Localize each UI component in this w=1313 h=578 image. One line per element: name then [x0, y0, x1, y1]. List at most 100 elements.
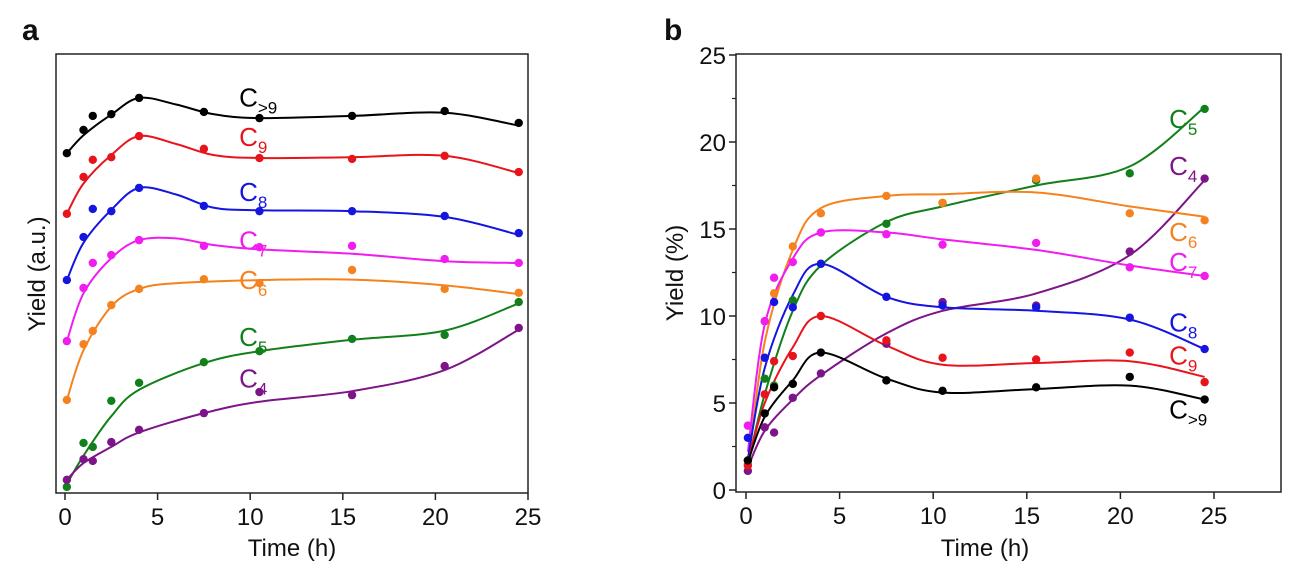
data-point-c8: [88, 204, 97, 214]
data-point-c9: [788, 351, 797, 361]
data-point-c8: [134, 183, 144, 193]
data-point-c4: [255, 387, 264, 397]
data-point-c5: [347, 334, 357, 344]
data-point-c8: [760, 353, 769, 362]
data-point-cgt9: [514, 118, 523, 128]
y-tick-label: 0: [713, 478, 726, 505]
data-point-c9: [107, 152, 116, 162]
data-point-c9: [514, 167, 523, 177]
data-point-c8: [1125, 313, 1134, 322]
data-point-cgt9: [79, 125, 88, 135]
data-point-c4: [816, 369, 826, 378]
data-point-c9: [769, 357, 779, 366]
data-point-c5: [199, 357, 209, 367]
data-point-c7: [1125, 263, 1134, 272]
data-point-c5: [514, 297, 523, 307]
x-tick-label: 5: [151, 504, 164, 531]
data-point-c7: [62, 336, 72, 346]
data-point-c7: [255, 242, 264, 252]
data-point-c4: [134, 425, 144, 434]
series-label-c4: C4: [1169, 151, 1197, 186]
data-point-c7: [107, 250, 116, 260]
data-point-c7: [88, 258, 97, 268]
data-point-c4: [760, 423, 769, 432]
data-point-c6: [440, 284, 449, 294]
data-point-c8: [816, 259, 826, 268]
data-point-c5: [882, 219, 891, 228]
fit-curve-c4: [66, 328, 520, 481]
fit-curve-c5: [66, 302, 520, 485]
plot-frame-a: [55, 53, 529, 494]
x-tick-label: 25: [1201, 503, 1228, 530]
data-point-cgt9: [769, 383, 779, 392]
x-tick-label: 10: [920, 503, 947, 530]
x-axis-title-b: Time (h): [941, 535, 1029, 562]
x-tick-label: 20: [422, 504, 449, 531]
data-point-cgt9: [816, 348, 826, 357]
data-point-c4: [347, 390, 357, 400]
y-tick-label: 5: [713, 391, 726, 418]
data-point-c9: [1200, 377, 1209, 387]
data-point-c6: [88, 326, 97, 336]
data-point-c9: [760, 390, 769, 399]
data-point-c4: [88, 456, 97, 466]
x-axis-title-a: Time (h): [248, 535, 336, 562]
series-label-cgt9: C>9: [1169, 395, 1207, 430]
data-point-c9: [1125, 348, 1134, 357]
panel-letter-a: a: [22, 14, 39, 47]
data-point-cgt9: [788, 379, 797, 389]
curves-a: [65, 96, 520, 485]
data-point-c8: [255, 206, 264, 216]
series-label-c8: C8: [239, 177, 267, 212]
data-point-c7: [1200, 271, 1209, 281]
data-point-cgt9: [1031, 383, 1041, 392]
data-point-c8: [788, 303, 797, 312]
data-point-cgt9: [743, 456, 753, 465]
x-tick-label: 10: [237, 504, 264, 531]
data-point-c4: [62, 475, 72, 485]
data-point-c8: [62, 275, 72, 285]
data-point-cgt9: [347, 111, 357, 121]
data-point-c7: [788, 257, 797, 267]
data-point-c9: [62, 209, 72, 218]
series-label-c4: C4: [239, 364, 267, 399]
panel-a: a 0 5 10 15 20 25 C>9 C9 C8 C7 C6 C5 C4 Time (h) Yi…: [22, 14, 541, 562]
data-point-c7: [882, 230, 891, 239]
fit-curve-cgt9: [66, 96, 519, 154]
data-point-cgt9: [199, 107, 209, 117]
data-point-c9: [347, 154, 357, 164]
data-point-c5: [1125, 169, 1134, 178]
data-point-c9: [816, 311, 826, 321]
fit-curve-c9: [66, 134, 519, 215]
y-tick-label: 20: [699, 130, 726, 157]
data-point-c6: [79, 339, 88, 349]
x-tick-label: 15: [1013, 503, 1040, 530]
fit-curve-c7: [65, 236, 519, 342]
data-point-c6: [62, 395, 72, 405]
data-point-c6: [1031, 174, 1041, 183]
data-point-cgt9: [134, 93, 144, 103]
data-point-c4: [514, 323, 523, 333]
data-point-c8: [347, 206, 357, 216]
series-label-c7: C7: [1169, 247, 1197, 282]
data-point-c5: [760, 374, 769, 383]
data-point-c7: [79, 283, 88, 293]
data-point-c7: [1031, 238, 1041, 248]
data-point-c8: [743, 433, 753, 442]
data-point-c9: [79, 172, 88, 182]
data-point-c5: [788, 296, 797, 305]
series-label-c6: C6: [239, 265, 267, 300]
data-point-c8: [107, 206, 116, 216]
data-point-c8: [938, 301, 947, 310]
data-point-c6: [255, 278, 264, 288]
x-tick-label: 5: [833, 503, 846, 530]
data-point-c7: [743, 421, 753, 430]
data-point-cgt9: [440, 106, 449, 116]
data-point-c4: [769, 428, 779, 437]
fit-curve-c9: [746, 314, 1205, 463]
data-point-c6: [134, 284, 144, 294]
y-axis-title-a: Yield (a.u.): [24, 216, 51, 331]
